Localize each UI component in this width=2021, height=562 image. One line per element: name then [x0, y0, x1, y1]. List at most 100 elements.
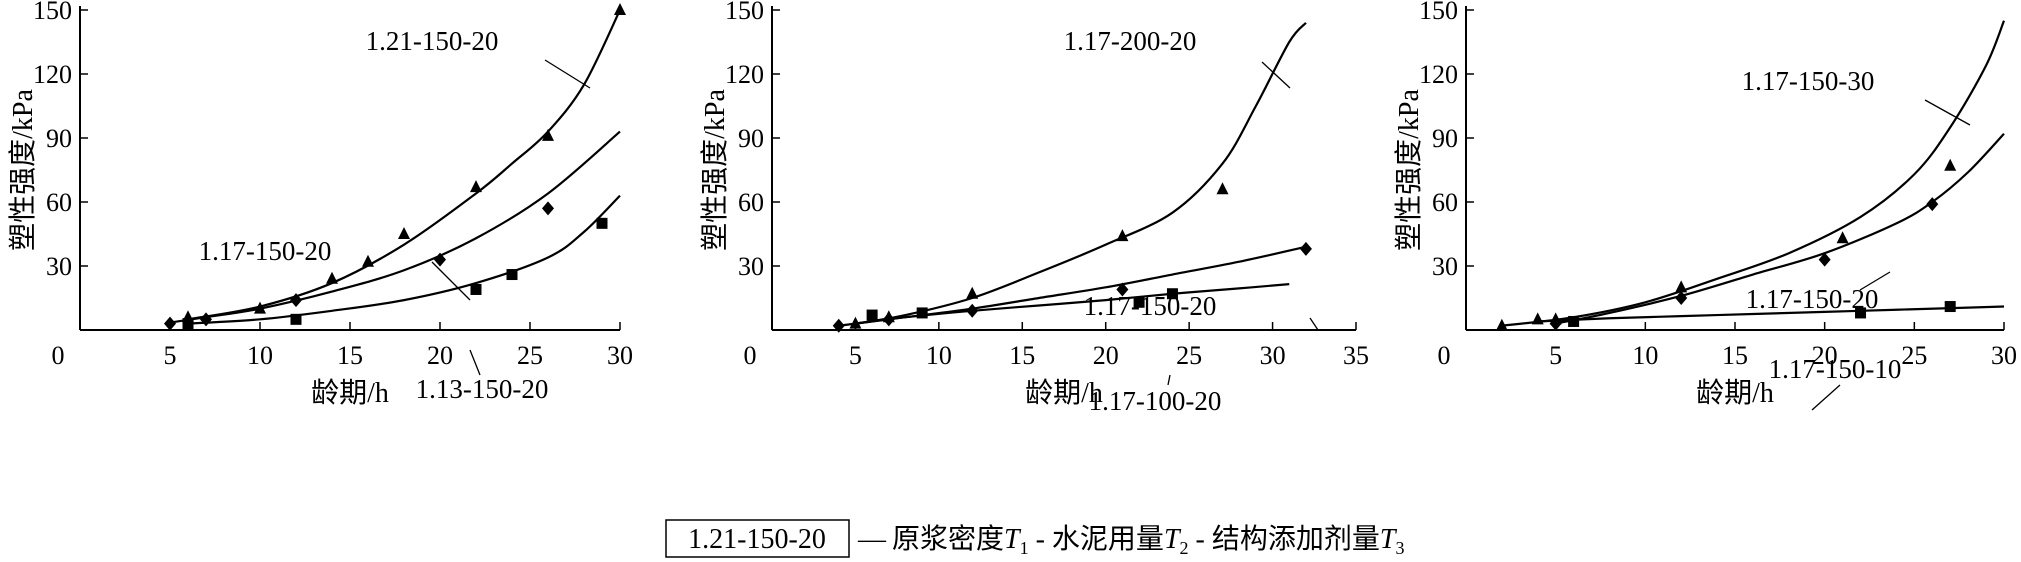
legend-key-box: [665, 519, 850, 558]
series-label: 1.17-200-20: [1064, 26, 1197, 56]
series-label: 1.17-150-30: [1742, 66, 1875, 96]
data-point-triangle: [1944, 158, 1957, 171]
y-tick-label: 120: [725, 60, 764, 89]
x-tick-label: 30: [607, 341, 633, 370]
x-tick-label: 5: [849, 341, 862, 370]
data-point-diamond: [1818, 252, 1831, 267]
data-point-triangle: [1675, 280, 1688, 293]
series-label-leader: [431, 261, 471, 301]
data-point-square: [182, 318, 194, 330]
data-point-square: [290, 313, 302, 325]
series-line: [169, 130, 621, 324]
y-tick-label: 120: [1419, 60, 1458, 89]
data-point-triangle: [470, 180, 482, 193]
series-label-leader: [1309, 317, 1319, 331]
data-point-diamond: [1926, 197, 1939, 212]
legend-var-2: T: [1164, 524, 1182, 555]
legend-sub-1: 1: [1020, 538, 1029, 558]
data-point-triangle: [1531, 312, 1544, 325]
panel-3: 0 5 10 15 20 25 30 30 60 90 120 150 龄期/h 塑性强度/kPa 1.17…: [1393, 0, 2017, 411]
series-line: [1537, 305, 2005, 323]
x-axis-label: 龄期/h: [1025, 377, 1103, 409]
legend-description: — 原浆密度T1 - 水泥用量T2 - 结构添加剂量T3: [857, 523, 1404, 558]
data-point-square: [1944, 301, 1956, 313]
x-tick-label: 25: [517, 341, 543, 370]
legend-text-3: 结构添加剂量: [1212, 523, 1380, 555]
legend-var-3: T: [1380, 524, 1398, 555]
x-tick-label: 0: [1438, 341, 1451, 370]
series-label: 1.13-150-20: [416, 374, 549, 404]
data-point-diamond: [1675, 291, 1688, 305]
series-label-leader: [1811, 384, 1841, 411]
series-line: [187, 194, 621, 325]
series-label: 1.17-150-10: [1769, 354, 1902, 384]
y-tick-label: 60: [1432, 188, 1458, 217]
x-tick-label: 25: [1901, 341, 1927, 370]
data-point-triangle: [362, 254, 374, 267]
x-tick-label: 10: [247, 341, 273, 370]
series-label: 1.21-150-20: [366, 26, 499, 56]
legend-text-2: 水泥用量: [1052, 523, 1164, 555]
data-point-diamond: [164, 316, 176, 331]
y-tick-label: 90: [738, 124, 764, 153]
panel-1: 0 5 10 15 20 25 30 30 60 90 120 150 龄期/h 塑性强度/kPa 1.21…: [7, 0, 633, 409]
data-point-diamond: [1299, 241, 1312, 256]
data-point-diamond: [542, 201, 554, 216]
y-tick-label: 30: [738, 252, 764, 281]
data-point-triangle: [966, 286, 979, 299]
y-tick-label: 60: [738, 188, 764, 217]
legend-sep-1: -: [1029, 524, 1052, 555]
x-tick-label: 20: [1812, 341, 1838, 370]
x-tick-label: 30: [1991, 341, 2017, 370]
legend-sub-3: 3: [1395, 538, 1404, 558]
x-tick-label: 15: [1722, 341, 1748, 370]
data-point-triangle: [1836, 231, 1849, 244]
data-point-square: [1855, 307, 1867, 319]
y-axis-label: 塑性强度/kPa: [1393, 89, 1425, 251]
series-line: [855, 22, 1307, 325]
data-point-square: [596, 217, 608, 229]
data-point-diamond: [1116, 282, 1129, 297]
series-label-leader: [1924, 99, 1971, 126]
data-point-diamond: [832, 318, 845, 333]
x-axis-label: 龄期/h: [311, 377, 389, 409]
panel-2: 0 5 10 15 20 25 30 35 30 60 90 120 150 龄期/h 塑性强度/kPa 1.…: [699, 0, 1369, 416]
x-tick-label: 35: [1343, 341, 1369, 370]
series-label-leader: [1167, 374, 1171, 386]
y-axis-label: 塑性强度/kPa: [7, 89, 39, 251]
data-point-triangle: [542, 128, 554, 141]
x-tick-label: 15: [1009, 341, 1035, 370]
y-tick-label: 120: [33, 60, 72, 89]
legend-sep-2: -: [1189, 524, 1212, 555]
series-label-leader: [544, 59, 591, 89]
x-tick-label: 25: [1176, 341, 1202, 370]
data-point-square: [1166, 288, 1178, 300]
data-point-triangle: [326, 271, 338, 284]
data-point-square: [470, 283, 482, 295]
x-tick-label: 15: [337, 341, 363, 370]
y-tick-label: 60: [46, 188, 72, 217]
data-point-triangle: [1216, 182, 1229, 195]
legend-dash: —: [857, 524, 887, 555]
y-axis-label: 塑性强度/kPa: [699, 89, 731, 251]
series-line: [855, 283, 1290, 325]
series-label-leader: [1859, 271, 1891, 291]
x-tick-label: 0: [744, 341, 757, 370]
data-point-square: [506, 269, 518, 281]
footnote-legend: 1.21-150-20 — 原浆密度T1 - 水泥用量T2 - 结构添加剂量T3: [665, 519, 1404, 558]
x-tick-label: 20: [1093, 341, 1119, 370]
y-tick-label: 150: [1419, 0, 1458, 25]
data-point-square: [866, 309, 878, 321]
x-tick-label: 30: [1260, 341, 1286, 370]
series-label-leader: [1261, 61, 1291, 89]
y-tick-label: 150: [33, 0, 72, 25]
data-point-diamond: [434, 252, 446, 267]
data-point-diamond: [290, 293, 302, 308]
series-label: 1.17-150-20: [199, 236, 332, 266]
x-axis-label: 龄期/h: [1696, 377, 1774, 409]
data-point-diamond: [200, 312, 212, 327]
data-point-triangle: [614, 3, 626, 15]
y-tick-label: 30: [1432, 252, 1458, 281]
